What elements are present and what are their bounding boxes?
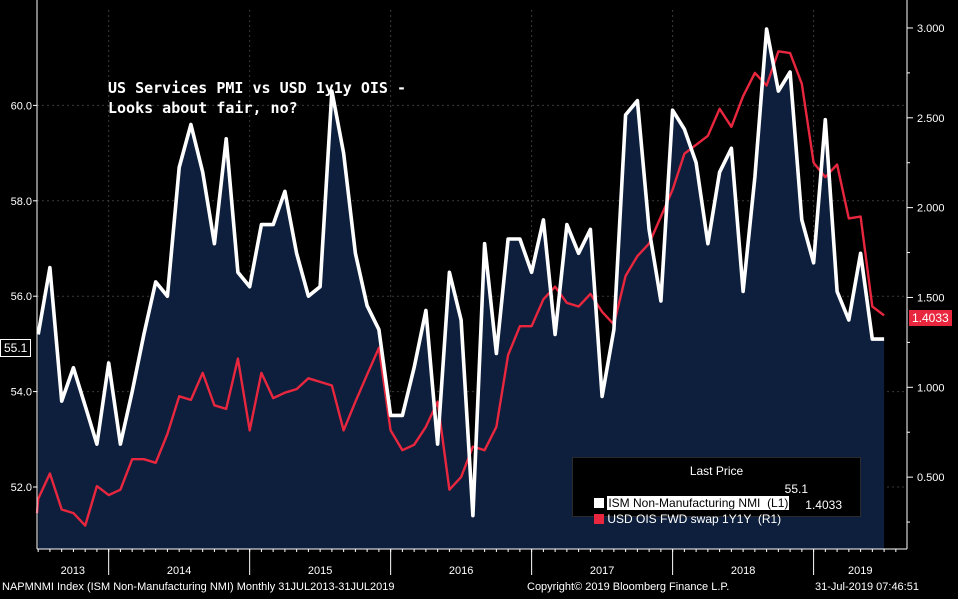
- right-tick-label: 2.000: [917, 203, 945, 215]
- chart-title-line-1: US Services PMI vs USD 1y1y OIS -: [108, 79, 406, 97]
- left-tick-label: 58.0: [11, 196, 32, 208]
- series-area-fill: [38, 29, 885, 550]
- legend-swatch-nmi: [594, 498, 605, 508]
- right-tick-label: 2.500: [917, 113, 945, 125]
- ticks: 52.0 54.0 56.0 58.0 60.0 0.500 1.000 1.500 2.000…: [11, 23, 945, 577]
- x-tick-label: 2018: [731, 565, 755, 577]
- left-tick-label: 56.0: [11, 291, 32, 303]
- right-tick-label: 3.000: [917, 23, 945, 35]
- legend-item-nmi: ISM Non-Manufacturing NMI (L1): [581, 482, 790, 510]
- left-tick-label: 54.0: [11, 387, 32, 399]
- right-tick-label: 0.500: [917, 472, 945, 484]
- legend-label-ois: USD OIS FWD swap 1Y1Y (R1): [607, 512, 782, 526]
- x-tick-label: 2016: [449, 565, 473, 577]
- legend-header: Last Price: [689, 464, 744, 478]
- x-tick-label: 2014: [167, 565, 191, 577]
- footer-copyright: Copyright© 2019 Bloomberg Finance L.P.: [527, 581, 730, 593]
- x-tick-label: 2017: [590, 565, 614, 577]
- right-tick-label: 1.000: [917, 382, 945, 394]
- last-value-badge-left: 55.1: [0, 339, 32, 357]
- legend: Last Price ISM Non-Manufacturing NMI (L1…: [572, 457, 861, 526]
- left-tick-label: 52.0: [11, 482, 32, 494]
- x-tick-label: 2019: [848, 565, 872, 577]
- legend-value-nmi: 55.1: [784, 482, 808, 496]
- series-line-nmi: [36, 27, 885, 518]
- chart-title-line-2: Looks about fair, no?: [108, 99, 298, 117]
- last-value-right: 1.4033: [912, 311, 949, 325]
- footer-timestamp: 31-Jul-2019 07:46:51: [815, 581, 919, 593]
- last-value-badge-right: 1.4033: [909, 310, 952, 326]
- axes: [36, 0, 908, 550]
- left-tick-label: 60.0: [11, 100, 32, 112]
- legend-item-ois: USD OIS FWD swap 1Y1Y (R1): [581, 498, 781, 526]
- x-tick-label: 2013: [61, 565, 85, 577]
- x-tick-label: 2015: [308, 565, 332, 577]
- last-value-left: 55.1: [4, 341, 28, 355]
- legend-value-ois: 1.4033: [805, 498, 842, 512]
- legend-label-nmi: ISM Non-Manufacturing NMI (L1): [607, 496, 790, 510]
- series-line-ois: [35, 50, 885, 527]
- right-tick-label: 1.500: [917, 292, 945, 304]
- legend-swatch-ois: [594, 514, 605, 524]
- footer-security: NAPMNMI Index (ISM Non-Manufacturing NMI…: [2, 581, 395, 593]
